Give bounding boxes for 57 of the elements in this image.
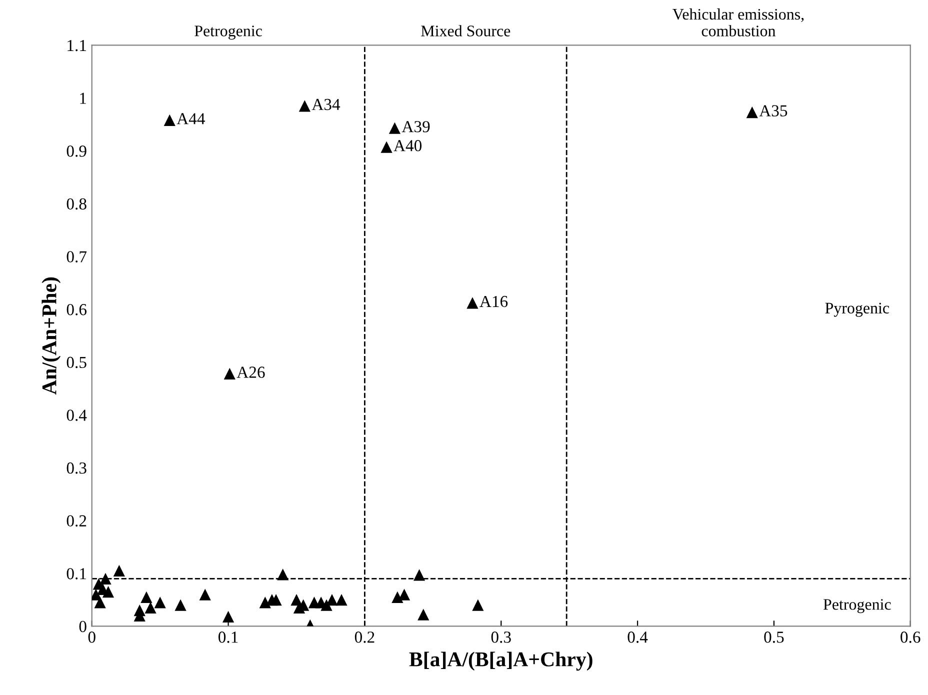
y-tick-label: 0.6	[66, 304, 87, 316]
point	[199, 588, 211, 600]
point	[154, 596, 166, 608]
point	[222, 610, 234, 622]
annotation: A26	[236, 366, 265, 378]
x-tick-label: 0	[88, 632, 96, 643]
y-tick-label: 1.1	[68, 40, 86, 52]
y-tick-label: 0.8	[66, 198, 86, 210]
y-tick-label: 0.3	[66, 462, 86, 474]
x-tick-label: 0.1	[218, 632, 238, 643]
text: Mixed Source	[421, 25, 510, 36]
point	[388, 122, 401, 134]
point	[94, 596, 106, 608]
y-tick-label: 0.4	[66, 410, 87, 421]
y-tick-label: 0	[79, 620, 86, 632]
point	[413, 569, 426, 581]
x-tick-label: 0.6	[900, 632, 920, 643]
point	[164, 114, 176, 126]
point	[140, 591, 152, 603]
y-tick-label: 0.5	[66, 356, 86, 368]
point	[320, 599, 332, 611]
point	[746, 106, 758, 118]
point	[144, 602, 156, 614]
point	[418, 608, 430, 620]
point	[298, 100, 310, 112]
annotation: Pyrogenic	[825, 302, 890, 317]
text: Vehicular emissions, combustion	[672, 8, 804, 36]
x-tick-label: 0.5	[764, 632, 784, 643]
point	[102, 586, 114, 598]
y-tick-label: 0.9	[66, 146, 86, 157]
point	[113, 564, 125, 577]
annotation: A16	[480, 296, 508, 308]
x-tick-label: 0.2	[354, 632, 374, 643]
y-tick-label: 1	[80, 92, 86, 104]
annotation: A44	[176, 113, 206, 124]
point	[270, 594, 282, 606]
annotation: A40	[394, 140, 422, 152]
point	[336, 594, 348, 606]
x-tick-label: 0.4	[628, 632, 648, 643]
point	[466, 297, 478, 309]
annotation: A35	[759, 105, 788, 116]
annotation: A39	[402, 121, 430, 132]
point	[174, 599, 186, 611]
y-tick-label: 0.1	[66, 568, 86, 580]
point	[100, 572, 112, 584]
annotation: A34	[312, 98, 340, 110]
point	[277, 568, 289, 580]
point	[380, 141, 392, 153]
point	[472, 599, 484, 611]
text: Petrogenic	[194, 26, 262, 40]
x-axis-title: B[a]A/(B[a]A+Chry)	[409, 652, 592, 671]
point	[224, 368, 236, 380]
x-tick-label: 0.3	[491, 632, 511, 643]
y-axis-title: An/(An+Phe)	[42, 277, 61, 395]
y-tick-label: 0.2	[66, 515, 86, 527]
annotation: Petrogenic	[823, 599, 891, 614]
y-tick-label: 0.7	[66, 251, 87, 262]
